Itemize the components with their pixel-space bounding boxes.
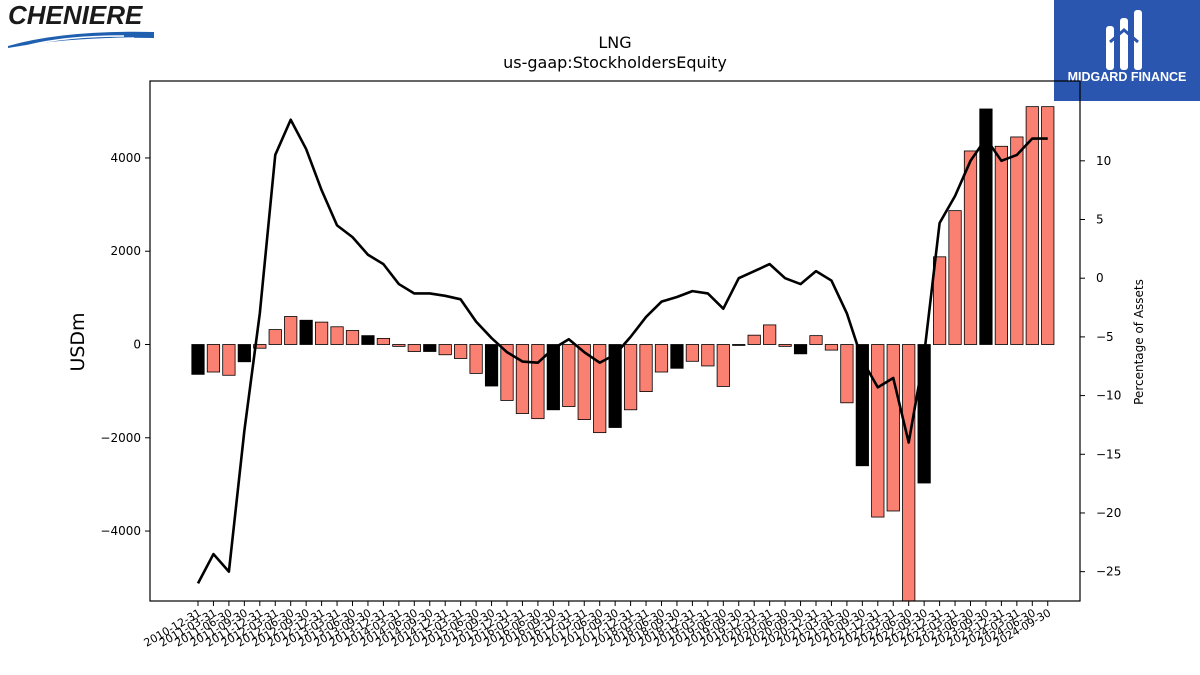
bar [963,150,978,345]
bar [376,338,391,345]
y-tick-label: 2000 [110,244,141,258]
bar [438,344,452,356]
bar [716,344,730,387]
bar [330,326,344,345]
y2-tick-label: 0 [1096,271,1104,285]
chart-title: LNG [598,33,631,52]
bar [423,344,437,352]
bar [732,344,746,346]
bar [562,344,576,407]
bar [1010,136,1024,345]
bar [1041,106,1055,345]
bar [902,344,916,602]
bar [855,344,869,467]
bar [546,344,560,411]
y-axis-title: USDm [67,312,89,371]
bar [685,344,700,362]
midgard-emblem-icon [1106,10,1142,70]
bar [701,344,715,367]
brand-name: MIDGARD FINANCE [1068,70,1187,84]
bar [608,344,622,428]
bar [577,344,591,420]
bar [840,344,854,404]
bar [793,344,808,355]
bar [345,330,360,345]
bar [809,335,823,345]
bar [886,344,900,512]
bar [670,344,684,369]
bar [206,344,221,373]
bar [948,210,962,345]
bar [515,344,530,414]
bar [1025,106,1039,345]
bar [778,344,792,347]
bar [469,344,483,374]
bar [871,344,885,518]
bar [824,344,839,351]
bar [407,344,421,352]
cheniere-logo-text: CHENIERE [8,2,143,30]
bar [191,344,205,375]
ratio-line-path [196,118,1048,584]
y2-tick-label: −15 [1096,447,1121,461]
bar [624,344,638,411]
axes: −4000−2000020004000−25−20−15−10−50510201… [100,80,1121,650]
bar [531,344,545,420]
bar [253,344,267,349]
bar [979,108,993,345]
y2-tick-label: −20 [1096,506,1121,520]
bar [747,334,761,345]
y2-tick-label: −25 [1096,565,1121,579]
y2-tick-label: −5 [1096,330,1114,344]
bar [268,329,282,345]
bar [639,344,653,392]
bars [191,106,1055,602]
bar [454,344,468,359]
bar [500,344,514,401]
y2-tick-label: 10 [1096,154,1111,168]
ratio-line [196,118,1048,584]
bar [299,319,313,345]
y-tick-label: −4000 [100,524,141,538]
bar [484,344,499,387]
y-tick-label: 0 [133,337,141,351]
bar [237,344,251,363]
bar [917,344,931,484]
bar [361,335,375,345]
y2-axis-title: Percentage of Assets [1132,279,1146,405]
bar [654,344,669,373]
bar [933,256,947,345]
bar [994,145,1009,345]
cheniere-logo: CHENIERE [4,0,160,52]
bar [593,344,607,434]
y2-tick-label: 5 [1096,213,1104,227]
bar [392,344,406,347]
chart-subtitle: us-gaap:StockholdersEquity [503,53,727,72]
y2-tick-label: −10 [1096,389,1121,403]
y-tick-label: 4000 [110,151,141,165]
y-tick-label: −2000 [100,431,141,445]
bar [222,344,236,376]
bar [284,316,298,345]
bar [314,321,329,345]
midgard-finance-logo: MIDGARD FINANCE [1054,0,1200,101]
bar [763,324,777,345]
